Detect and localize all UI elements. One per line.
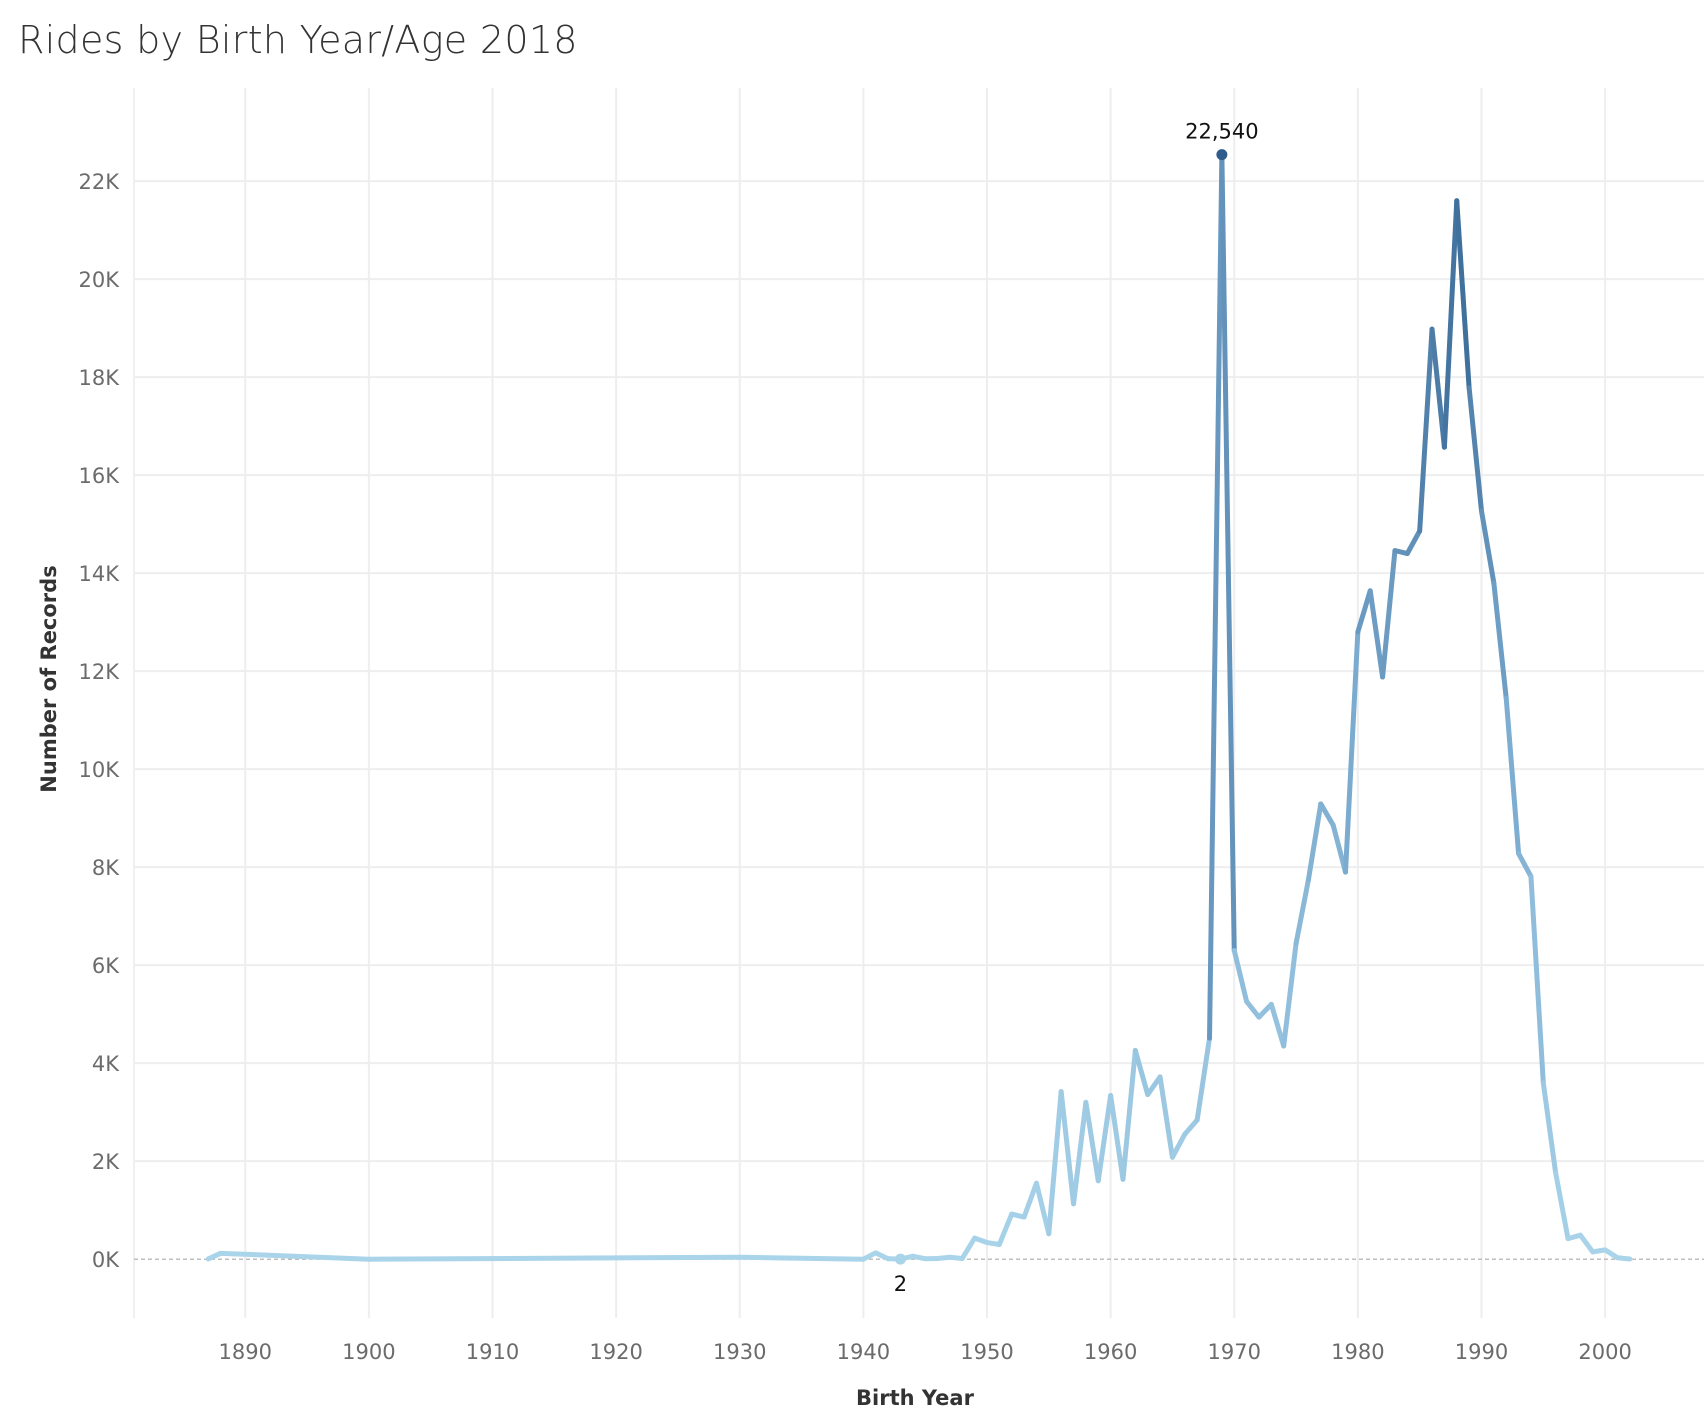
x-tick-label: 2000 — [1578, 1340, 1631, 1364]
line-segment — [1268, 1001, 1287, 1049]
line-segment — [1256, 1001, 1274, 1020]
line-segment — [1033, 1180, 1052, 1237]
line-segment — [1169, 1131, 1188, 1160]
line-segment — [1441, 198, 1460, 450]
line-segment — [996, 1211, 1015, 1247]
y-tick-label: 0K — [92, 1248, 120, 1272]
line-segment — [1083, 1099, 1101, 1184]
line-segment — [1244, 998, 1262, 1020]
line-segment — [1095, 1093, 1114, 1184]
x-tick-label: 1950 — [960, 1340, 1013, 1364]
y-tick-label: 8K — [92, 856, 120, 880]
line-segment — [1071, 1099, 1089, 1207]
y-tick-label: 12K — [79, 660, 121, 684]
line-segment — [1058, 1089, 1077, 1207]
line-segment — [1021, 1180, 1039, 1220]
line-segment — [1318, 801, 1336, 828]
line-segment — [1553, 1170, 1571, 1242]
line-segment — [1046, 1089, 1064, 1237]
data-label: 2 — [894, 1272, 907, 1296]
line-segment — [1528, 873, 1546, 1086]
line-segment — [959, 1235, 978, 1261]
line-segment — [1417, 326, 1435, 534]
x-tick-label: 1940 — [837, 1340, 890, 1364]
y-tick-label: 4K — [92, 1052, 120, 1076]
x-tick-label: 1930 — [713, 1340, 766, 1364]
line-segment — [1478, 508, 1497, 586]
y-tick-label: 18K — [79, 366, 121, 390]
x-tick-label: 1910 — [466, 1340, 519, 1364]
labels: 22,540 2 — [894, 120, 1259, 1296]
line-segment — [1540, 1080, 1559, 1176]
y-tick-label: 10K — [79, 758, 121, 782]
line-segment — [1503, 695, 1522, 856]
line-segment — [1454, 198, 1472, 391]
line-segment — [1367, 588, 1386, 680]
line-segment — [1194, 1035, 1213, 1123]
x-tick-label: 1980 — [1331, 1340, 1384, 1364]
line-segment — [1429, 326, 1447, 450]
y-tick-label: 22K — [79, 170, 121, 194]
line-segment — [1219, 152, 1237, 953]
x-axis-title: Birth Year — [856, 1386, 975, 1410]
line-segment — [1305, 801, 1324, 883]
y-tick-label: 14K — [79, 562, 121, 586]
x-tick-label: 1920 — [589, 1340, 642, 1364]
gridlines — [133, 88, 1704, 1318]
line-segment — [1108, 1093, 1126, 1182]
line-segment — [1516, 850, 1534, 879]
y-tick-label: 20K — [79, 268, 121, 292]
y-tick-label: 6K — [92, 954, 120, 978]
line-segment — [1404, 528, 1423, 557]
data-marks — [894, 149, 1228, 1265]
line-segment — [737, 1254, 866, 1262]
line-segment — [1182, 1117, 1200, 1137]
x-tick-label: 1970 — [1208, 1340, 1261, 1364]
line-segment — [1207, 152, 1225, 1041]
x-tick-label: 1990 — [1455, 1340, 1508, 1364]
line-segment — [1614, 1255, 1633, 1262]
y-tick-label: 16K — [79, 464, 121, 488]
line-segment — [1355, 588, 1373, 635]
line-segment — [218, 1250, 372, 1262]
line-segment — [1293, 877, 1311, 947]
y-axis-title: Number of Records — [37, 565, 61, 792]
line-segment — [1577, 1232, 1596, 1255]
line-segment — [1132, 1047, 1151, 1098]
x-tick-label: 1890 — [219, 1340, 272, 1364]
line-segment — [1491, 580, 1509, 701]
x-tick-label: 1900 — [342, 1340, 395, 1364]
line-segment — [1380, 548, 1398, 680]
y-tick-label: 2K — [92, 1150, 120, 1174]
line-segment — [1466, 385, 1484, 514]
series-line — [205, 152, 1633, 1262]
axes: 1890 1900 1910 1920 1930 1940 1950 1960 1970 1980… — [37, 170, 1632, 1410]
line-segment — [1342, 629, 1361, 875]
data-label: 22,540 — [1185, 120, 1258, 144]
line-segment — [1157, 1074, 1175, 1160]
line-segment — [1231, 947, 1250, 1004]
line-segment — [366, 1254, 743, 1262]
line-segment — [1120, 1047, 1138, 1182]
x-tick-label: 1960 — [1084, 1340, 1137, 1364]
line-segment — [1281, 941, 1299, 1049]
chart-title: Rides by Birth Year/Age 2018 — [18, 18, 578, 62]
data-point-marker — [894, 1253, 906, 1265]
data-point-marker — [1216, 149, 1228, 161]
